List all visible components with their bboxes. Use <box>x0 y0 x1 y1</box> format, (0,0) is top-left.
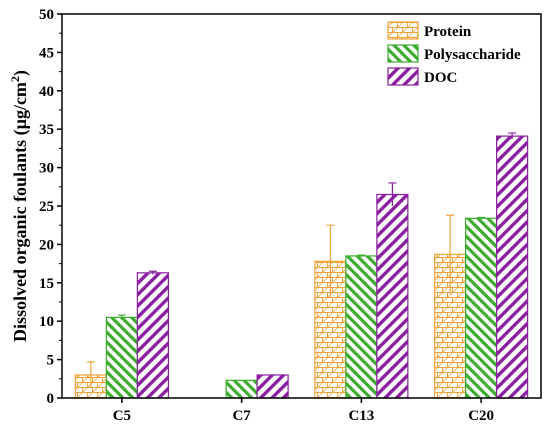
error-bar-protein-c13 <box>326 224 335 298</box>
error-bar-polysaccharide-c5 <box>117 314 126 320</box>
y-tick-label: 50 <box>39 7 54 23</box>
bar-polysaccharide-c5 <box>105 316 138 399</box>
y-tick-label: 10 <box>39 314 54 330</box>
y-axis-title-tail: ) <box>10 70 31 76</box>
error-bar-protein-c5 <box>86 361 95 389</box>
legend-swatch-doc <box>387 67 419 86</box>
legend-label-doc: DOC <box>424 70 457 86</box>
legend-swatch-protein <box>387 21 419 40</box>
legend-label-protein: Protein <box>424 24 472 40</box>
y-tick-label: 15 <box>39 276 54 292</box>
y-tick-label: 5 <box>47 353 55 369</box>
error-bar-doc-c13 <box>388 182 397 206</box>
y-tick-label: 0 <box>47 391 55 407</box>
y-tick-label: 30 <box>39 161 54 177</box>
y-tick-label: 45 <box>39 45 54 61</box>
y-tick-label: 40 <box>39 84 54 100</box>
plot-area: 0 5 10 15 20 25 30 35 40 45 50 C5 C7 C13 C20 <box>39 7 542 424</box>
bar-polysaccharide-c7 <box>225 379 258 399</box>
x-tick-label-c7: C7 <box>232 408 251 424</box>
error-bar-polysaccharide-c20 <box>477 216 486 220</box>
error-bar-doc-c20 <box>508 132 517 140</box>
error-bar-doc-c5 <box>148 270 157 275</box>
bar-polysaccharide-c13 <box>345 255 378 399</box>
y-axis-title: Dissolved organic foulants (µg/cm2) <box>8 70 31 342</box>
legend: Protein Polysaccharide DOC <box>387 21 521 86</box>
x-tick-label-c5: C5 <box>113 408 131 424</box>
legend-swatch-polysaccharide <box>387 44 419 63</box>
bar-doc-c20 <box>496 135 529 399</box>
y-tick-label: 25 <box>39 199 54 215</box>
legend-label-polysaccharide: Polysaccharide <box>424 47 521 63</box>
x-tick-label-c20: C20 <box>468 408 494 424</box>
y-axis-title-sup: 2 <box>8 76 22 82</box>
bar-doc-c5 <box>136 272 169 399</box>
bar-doc-c7 <box>256 374 289 399</box>
x-tick-label-c13: C13 <box>348 408 374 424</box>
y-tick-label: 35 <box>39 122 54 138</box>
bar-doc-c13 <box>376 193 409 399</box>
error-bar-protein-c20 <box>446 214 455 294</box>
error-bar-polysaccharide-c13 <box>357 254 366 257</box>
bar-polysaccharide-c20 <box>465 217 498 399</box>
y-axis-title-main: Dissolved organic foulants (µg/cm <box>10 82 31 342</box>
y-tick-label: 20 <box>39 237 54 253</box>
